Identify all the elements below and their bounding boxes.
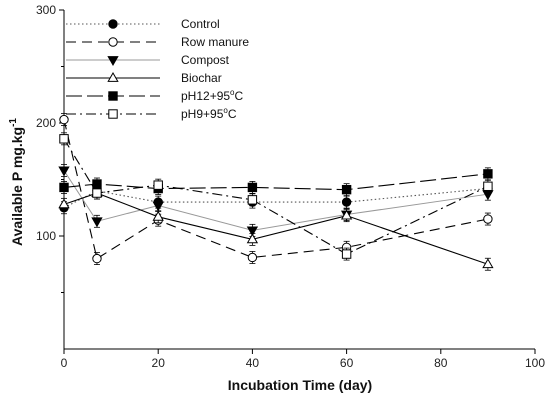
x-tick-label: 100 <box>525 356 545 370</box>
data-point <box>247 252 258 263</box>
legend: Control Row manure Compost Biochar pH12+… <box>66 17 249 121</box>
series-compost <box>58 164 494 237</box>
data-point <box>152 201 164 212</box>
data-point <box>482 258 494 269</box>
data-point <box>341 184 352 195</box>
data-point <box>246 233 259 244</box>
x-axis-title: Incubation Time (day) <box>228 377 372 393</box>
series-ph9-95-c <box>59 132 493 261</box>
ticks: 0 20 40 60 80 100 100 200 300 <box>36 3 545 370</box>
data-point <box>58 166 70 177</box>
series-row-manure <box>59 113 493 266</box>
series-layer <box>58 113 494 271</box>
data-point <box>91 217 103 228</box>
data-point <box>247 195 258 205</box>
legend-marker-ph12-95-c <box>108 91 118 101</box>
y-tick-label: 300 <box>36 3 56 17</box>
x-tick-label: 20 <box>152 356 166 370</box>
data-point <box>153 180 163 190</box>
series-control <box>59 182 493 215</box>
legend-label-ph9-main: pH9+95 <box>181 107 224 121</box>
legend-label-ph12: pH12+95oC <box>181 88 244 103</box>
legend-label-control: Control <box>181 17 220 31</box>
y-axis-title: Available P mg.kg-1 <box>8 118 25 246</box>
y-tick-label: 200 <box>36 116 56 130</box>
data-point <box>340 209 353 220</box>
x-tick-label: 40 <box>246 356 260 370</box>
series-ph12-95-c <box>59 167 493 197</box>
data-point <box>483 181 493 191</box>
legend-marker-biochar <box>107 71 119 82</box>
data-point <box>341 197 352 207</box>
legend-label-ph9: pH9+95oC <box>181 106 237 121</box>
legend-label-ph9-degree: o <box>223 106 228 115</box>
legend-label-ph12-unit: C <box>235 89 244 103</box>
data-point <box>92 188 102 198</box>
y-axis-title-sup: -1 <box>8 118 19 127</box>
x-tick-label: 0 <box>61 356 68 370</box>
legend-label-ph9-unit: C <box>228 107 237 121</box>
data-point <box>246 226 259 237</box>
series-line-compost <box>63 170 488 231</box>
data-point <box>247 182 258 193</box>
legend-marker-row-manure <box>108 37 118 47</box>
data-point <box>59 182 69 193</box>
y-axis-title-main: Available P mg.kg <box>9 127 25 246</box>
data-point <box>341 249 352 259</box>
data-point <box>152 210 164 221</box>
data-point <box>59 134 69 144</box>
data-point <box>92 253 102 264</box>
axes <box>63 10 535 350</box>
data-point <box>483 169 493 179</box>
data-point <box>483 214 493 224</box>
x-tick-label: 60 <box>340 356 354 370</box>
series-line-ph12-95-c <box>63 173 488 191</box>
series-biochar <box>58 186 494 271</box>
legend-label-compost: Compost <box>181 53 230 67</box>
legend-marker-compost <box>107 56 119 67</box>
legend-marker-control <box>108 19 118 29</box>
y-tick-label: 100 <box>36 229 56 243</box>
legend-label-row-manure: Row manure <box>181 35 249 49</box>
data-point <box>59 114 69 125</box>
legend-label-biochar: Biochar <box>181 71 222 85</box>
data-point <box>58 198 70 209</box>
x-tick-label: 80 <box>434 356 448 370</box>
series-line-ph9-95-c <box>63 138 489 255</box>
series-line-biochar <box>63 192 489 265</box>
legend-marker-ph9-95-c <box>108 109 118 119</box>
legend-label-ph12-main: pH12+95 <box>181 89 230 103</box>
legend-label-ph12-degree: o <box>230 88 235 97</box>
